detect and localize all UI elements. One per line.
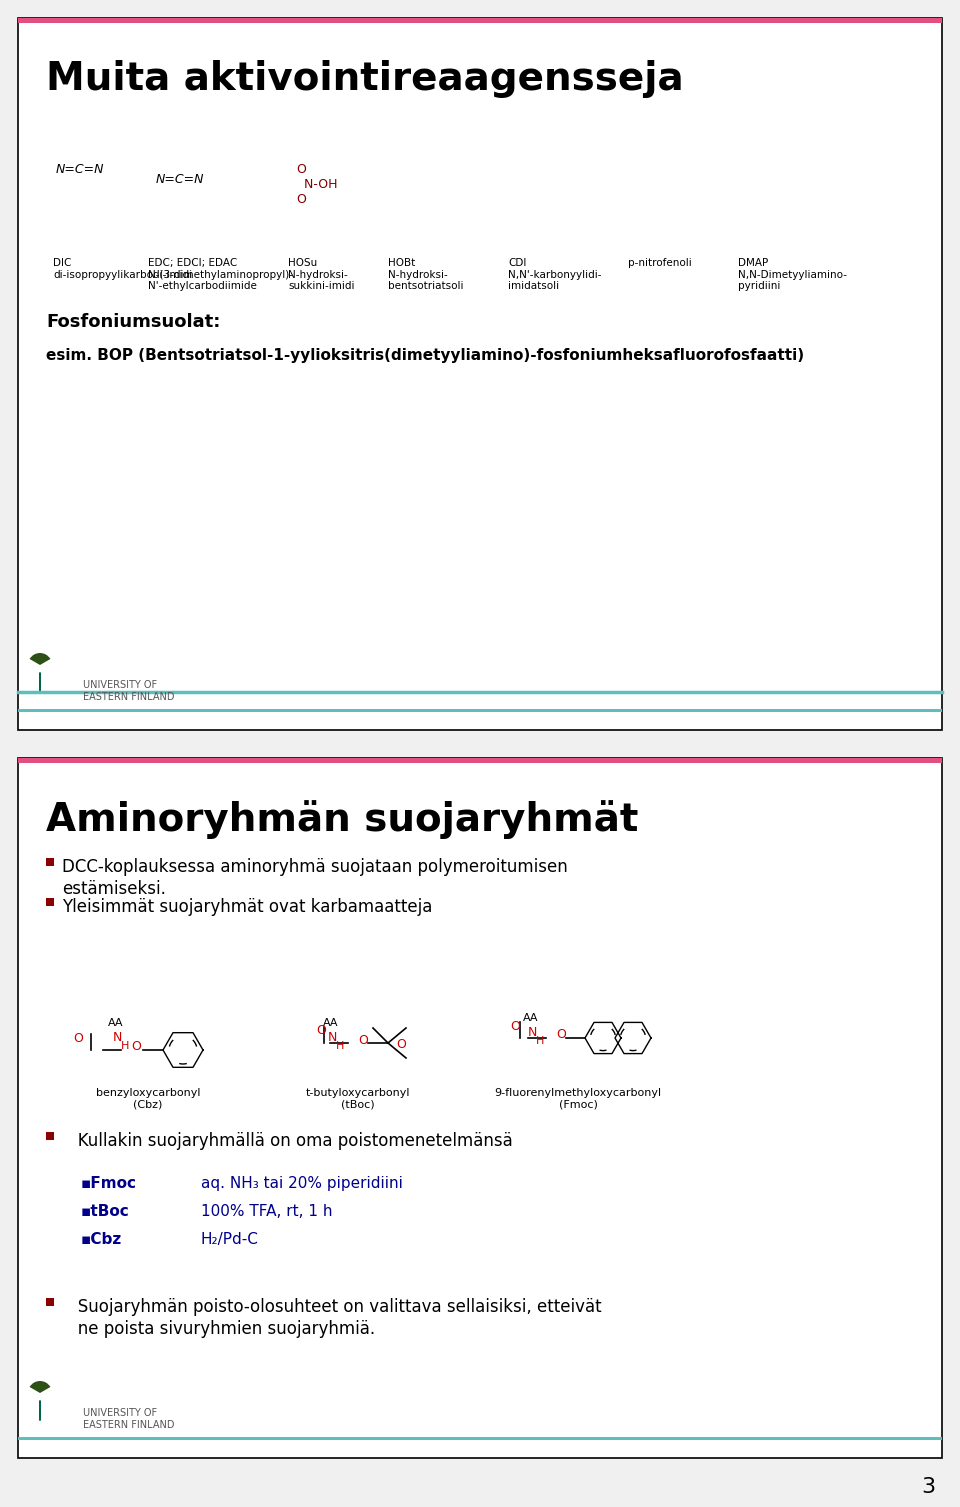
Text: N: N (113, 1031, 122, 1044)
Text: Aminoryhmän suojaryhmät: Aminoryhmän suojaryhmät (46, 800, 638, 839)
Text: O: O (396, 1038, 406, 1052)
Bar (46, 898, 54, 906)
FancyBboxPatch shape (18, 18, 942, 729)
Text: Muita aktivointireaagensseja: Muita aktivointireaagensseja (46, 60, 684, 98)
Text: t-butyloxycarbonyl
(tBoc): t-butyloxycarbonyl (tBoc) (305, 1088, 410, 1109)
Text: UNIVERSITY OF
EASTERN FINLAND: UNIVERSITY OF EASTERN FINLAND (83, 680, 175, 702)
Bar (46, 1298, 54, 1307)
Text: 9-fluorenylmethyloxycarbonyl
(Fmoc): 9-fluorenylmethyloxycarbonyl (Fmoc) (494, 1088, 661, 1109)
Text: estämiseksi.: estämiseksi. (62, 880, 166, 898)
Wedge shape (30, 1380, 50, 1392)
Wedge shape (30, 653, 50, 665)
Text: O: O (510, 1020, 520, 1032)
Text: HOSu
N-hydroksi-
sukkini-imidi: HOSu N-hydroksi- sukkini-imidi (288, 258, 354, 291)
Text: O
  N-OH
O: O N-OH O (296, 163, 338, 206)
Bar (18, 758, 942, 763)
Text: 100% TFA, rt, 1 h: 100% TFA, rt, 1 h (201, 1204, 332, 1219)
Text: DIC
di-isopropyylikarbodi-imidi: DIC di-isopropyylikarbodi-imidi (53, 258, 192, 280)
Text: O: O (131, 1040, 141, 1053)
Text: H: H (536, 1035, 544, 1046)
Text: DMAP
N,N-Dimetyyliamino-
pyridiini: DMAP N,N-Dimetyyliamino- pyridiini (738, 258, 847, 291)
Text: N: N (328, 1031, 337, 1044)
Text: O: O (556, 1028, 565, 1041)
Text: Suojaryhmän poisto-olosuhteet on valittava sellaisiksi, etteivät: Suojaryhmän poisto-olosuhteet on valitta… (62, 1298, 602, 1316)
Text: O: O (358, 1034, 368, 1046)
Text: H: H (121, 1041, 130, 1050)
Text: O: O (316, 1025, 325, 1037)
Text: Kullakin suojaryhmällä on oma poistomenetelmänsä: Kullakin suojaryhmällä on oma poistomene… (62, 1132, 513, 1150)
Text: aq. NH₃ tai 20% piperidiini: aq. NH₃ tai 20% piperidiini (201, 1175, 403, 1191)
Text: N: N (528, 1026, 538, 1038)
Text: N=C=N: N=C=N (156, 173, 204, 185)
Text: H₂/Pd-C: H₂/Pd-C (201, 1233, 259, 1246)
FancyBboxPatch shape (18, 758, 942, 1457)
Bar (18, 18, 942, 23)
Text: Yleisimmät suojaryhmät ovat karbamaatteja: Yleisimmät suojaryhmät ovat karbamaattej… (62, 898, 432, 916)
Text: CDI
N,N'-karbonyylidi-
imidatsoli: CDI N,N'-karbonyylidi- imidatsoli (508, 258, 602, 291)
Text: EDC; EDCI; EDAC
N-(3-dimethylaminopropyl)-
N'-ethylcarbodiimide: EDC; EDCI; EDAC N-(3-dimethylaminopropyl… (148, 258, 293, 291)
Text: DCC-koplauksessa aminoryhmä suojataan polymeroitumisen: DCC-koplauksessa aminoryhmä suojataan po… (62, 857, 567, 876)
Text: ▪tBoc: ▪tBoc (81, 1204, 130, 1219)
Bar (18, 708, 942, 711)
Text: AA: AA (108, 1019, 124, 1028)
Text: 3: 3 (921, 1477, 935, 1496)
Text: N=C=N: N=C=N (56, 163, 105, 176)
Text: UNIVERSITY OF
EASTERN FINLAND: UNIVERSITY OF EASTERN FINLAND (83, 1408, 175, 1430)
Bar (46, 857, 54, 867)
Text: ▪Cbz: ▪Cbz (81, 1233, 122, 1246)
Text: Fosfoniumsuolat:: Fosfoniumsuolat: (46, 313, 221, 332)
Text: esim. BOP (Bentsotriatsol-1-yylioksitris(dimetyyliamino)-fosfoniumheksafluorofos: esim. BOP (Bentsotriatsol-1-yylioksitris… (46, 348, 804, 363)
Text: ne poista sivuryhmien suojaryhmiä.: ne poista sivuryhmien suojaryhmiä. (62, 1320, 375, 1338)
Text: ▪Fmoc: ▪Fmoc (81, 1175, 137, 1191)
Text: AA: AA (523, 1013, 539, 1023)
Text: AA: AA (323, 1019, 339, 1028)
Bar (18, 1438, 942, 1441)
Text: benzyloxycarbonyl
(Cbz): benzyloxycarbonyl (Cbz) (96, 1088, 201, 1109)
Text: HOBt
N-hydroksi-
bentsotriatsoli: HOBt N-hydroksi- bentsotriatsoli (388, 258, 464, 291)
Text: O: O (73, 1031, 83, 1044)
Bar (46, 1132, 54, 1139)
Text: p-nitrofenoli: p-nitrofenoli (628, 258, 692, 268)
Text: H: H (336, 1041, 345, 1050)
